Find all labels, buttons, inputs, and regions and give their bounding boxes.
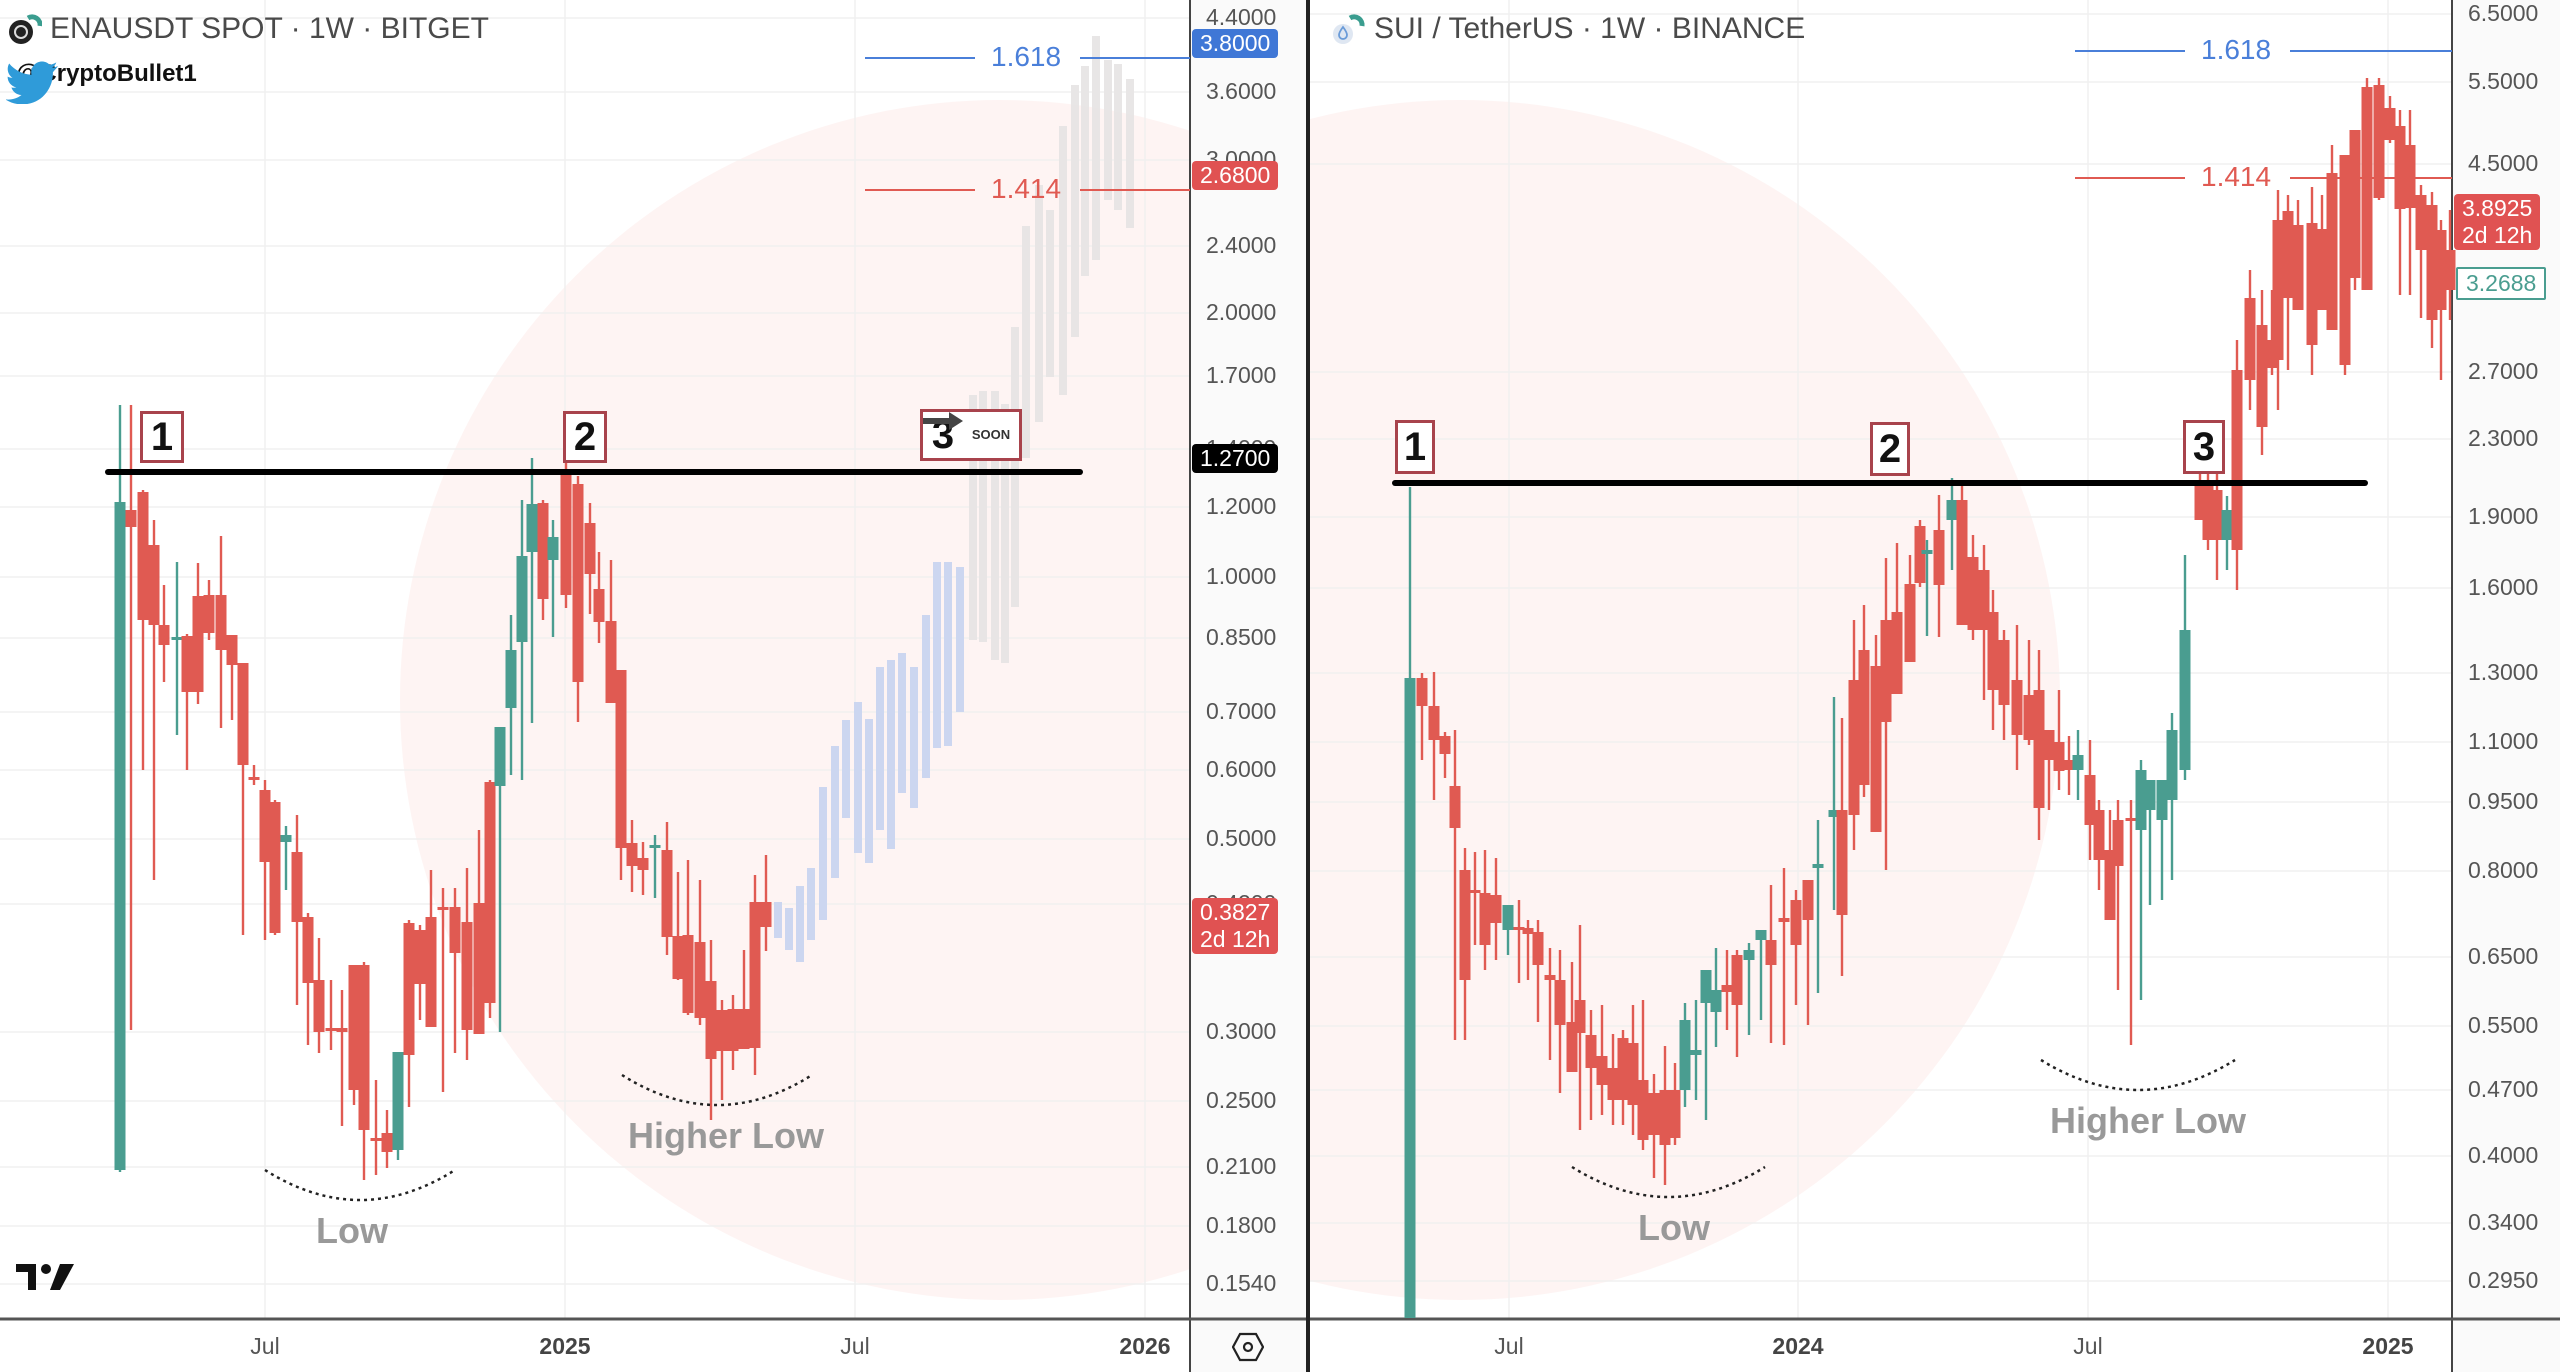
price-tick: 0.3400 [2468,1209,2539,1235]
time-tick: 2024 [1772,1333,1824,1359]
fib-level-1-618: 1.618 [991,41,1062,72]
price-tag: 3.8925 2d 12h [2454,194,2541,250]
price-tag-value: 2.6800 [1200,162,1271,188]
arrow-right-icon [923,412,963,430]
ena-logo-icon [8,12,42,46]
price-tick: 2.3000 [2468,425,2539,451]
time-tick: Jul [840,1333,870,1359]
time-tick: Jul [250,1333,280,1359]
price-tag: 1.2700 [1192,444,1279,473]
countdown-text: 2d 12h [1200,926,1271,952]
price-tick: 1.2000 [1206,493,1277,519]
price-tick: 0.5000 [1206,825,1277,851]
right-chart-title-text: SUI / TetherUS · 1W · BINANCE [1374,12,1806,45]
fib-level-1-618: 1.618 [2201,34,2272,65]
touch-marker-1: 1 [1395,420,1435,474]
fib-level-1-414: 1.414 [991,173,1062,204]
panel-divider [1306,0,1310,1372]
price-tag-value: 3.8925 [2462,195,2533,221]
price-tick: 0.2100 [1206,1153,1277,1179]
price-tag-value: 0.3827 [1200,899,1271,925]
price-tick: 0.3000 [1206,1018,1277,1044]
price-tag: 3.8000 [1192,29,1279,58]
low-label: Low [316,1210,388,1251]
price-tick: 1.7000 [1206,362,1277,388]
price-tick: 1.9000 [2468,503,2539,529]
touch-marker-number: 2 [573,414,597,459]
price-tick: 2.4000 [1206,232,1277,258]
time-tick: 2026 [1119,1333,1171,1359]
right-chart-panel[interactable]: SUI / TetherUS · 1W · BINANCE 1.618 1.414… [1310,0,2560,1372]
price-tick: 1.1000 [2468,728,2539,754]
price-tag-value: 1.2700 [1200,445,1271,471]
price-tick: 0.4000 [2468,1142,2539,1168]
touch-marker-2: 2 [563,411,607,463]
time-tick: Jul [1494,1333,1524,1359]
left-chart-title-text: ENAUSDT SPOT · 1W · BITGET [50,12,489,45]
left-chart-title: ENAUSDT SPOT · 1W · BITGET [8,12,489,46]
price-tag: 2.6800 [1192,161,1279,190]
price-tag-value: 3.8000 [1200,30,1271,56]
price-tick: 0.2950 [2468,1267,2539,1293]
price-tick: 0.6500 [2468,943,2539,969]
fib-level-1-414: 1.414 [2201,161,2272,192]
higher-low-label: Higher Low [2050,1100,2246,1141]
price-tick: 2.0000 [1206,299,1277,325]
price-tick: 0.8000 [2468,857,2539,883]
touch-marker-3: 3 [2183,420,2225,474]
higher-low-label: Higher Low [628,1115,824,1156]
price-tick: 4.4000 [1206,4,1277,30]
touch-marker-2: 2 [1870,422,1910,476]
price-tick: 0.5500 [2468,1012,2539,1038]
price-tick: 6.5000 [2468,0,2539,26]
price-tick: 1.6000 [2468,574,2539,600]
price-tick: 0.6000 [1206,756,1277,782]
right-chart-title: SUI / TetherUS · 1W · BINANCE [1332,12,1805,46]
price-tick: 5.5000 [2468,68,2539,94]
time-tick: Jul [2073,1333,2103,1359]
right-chart-canvas[interactable] [1310,0,2560,1372]
price-tick: 0.1800 [1206,1212,1277,1238]
left-chart-panel[interactable]: ENAUSDT SPOT · 1W · BITGET @CryptoBullet… [0,0,1306,1372]
touch-marker-number: 1 [150,414,174,459]
countdown-text: 2d 12h [2462,222,2533,248]
sui-logo-icon [1332,12,1366,46]
time-tick: 2025 [539,1333,591,1359]
soon-text: SOON [971,427,1011,442]
price-tick: 4.5000 [2468,150,2539,176]
price-tick: 0.9500 [2468,788,2539,814]
price-tick: 0.8500 [1206,624,1277,650]
price-tick: 0.1540 [1206,1270,1277,1296]
price-tag-value: 3.2688 [2466,270,2537,296]
price-tag: 0.3827 2d 12h [1192,898,1279,954]
price-tag: 3.2688 [2456,267,2547,300]
price-tick: 3.6000 [1206,78,1277,104]
price-tick: 0.4700 [2468,1076,2539,1102]
touch-marker-number: 3 [2192,424,2216,469]
touch-marker-3: 3 SOON [920,409,1022,461]
low-label: Low [1638,1207,1710,1248]
author-handle: @CryptoBullet1 [6,60,197,104]
price-tick: 1.0000 [1206,563,1277,589]
left-chart-canvas[interactable] [0,0,1306,1372]
touch-marker-1: 1 [140,411,184,463]
price-tick: 0.2500 [1206,1087,1277,1113]
soon-indicator: SOON [923,412,1011,442]
price-tick: 2.7000 [2468,358,2539,384]
price-tick: 1.3000 [2468,659,2539,685]
time-tick: 2025 [2362,1333,2414,1359]
touch-marker-number: 2 [1878,426,1902,471]
touch-marker-number: 1 [1403,424,1427,469]
price-tick: 0.7000 [1206,698,1277,724]
